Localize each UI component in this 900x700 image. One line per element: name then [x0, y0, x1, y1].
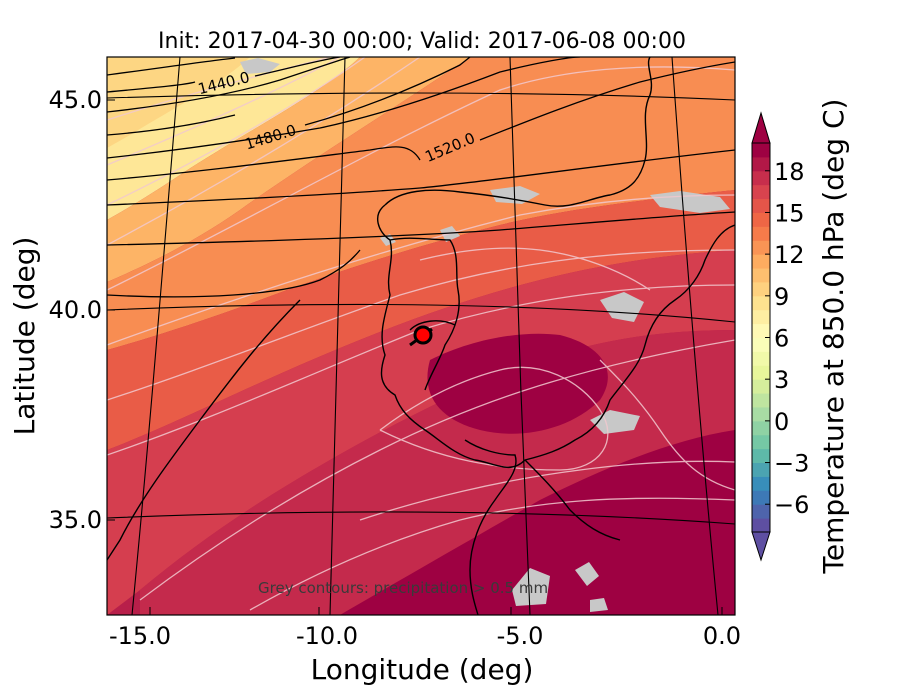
colorbar-segment — [752, 490, 770, 505]
chart-title: Init: 2017-04-30 00:00; Valid: 2017-06-0… — [158, 29, 686, 54]
colorbar-tick-label: 12 — [774, 241, 805, 269]
temperature-contours — [107, 57, 735, 611]
colorbar-tick-label: 6 — [774, 325, 789, 353]
colorbar-segment — [752, 434, 770, 450]
colorbar-segment — [752, 254, 770, 269]
colorbar-segment — [752, 295, 770, 311]
colorbar: 18 15 12 9 6 3 0 −3 −6 — [751, 111, 809, 562]
x-tick-label: -10.0 — [296, 622, 358, 650]
colorbar-segment — [752, 504, 770, 519]
colorbar-segment — [752, 268, 770, 283]
y-axis: 45.0 40.0 35.0 Latitude (deg) — [8, 86, 115, 534]
y-axis-label: Latitude (deg) — [8, 237, 41, 436]
temperature-band-13 — [107, 57, 735, 350]
colorbar-segment — [752, 170, 770, 186]
colorbar-segment — [752, 448, 770, 464]
geopotential-contours — [107, 57, 735, 298]
colorbar-tick-label: −6 — [774, 491, 809, 519]
colorbar-segment — [752, 406, 770, 422]
colorbar-segment — [752, 393, 770, 408]
colorbar-segment — [752, 240, 770, 255]
temperature-band-15 — [107, 190, 735, 450]
map-panel: 1440.0 1480.0 1520.0 Grey contours: prec… — [107, 57, 735, 615]
precipitation-areas — [240, 58, 730, 612]
colorbar-label: Temperature at 850.0 hPa (deg C) — [817, 99, 850, 575]
colorbar-segment — [752, 351, 770, 366]
colorbar-segment — [752, 518, 770, 533]
y-tick-label: 40.0 — [49, 296, 102, 324]
graticule — [107, 57, 735, 615]
colorbar-segment — [752, 309, 770, 325]
map-frame — [106, 56, 736, 616]
colorbar-segment — [752, 212, 770, 227]
colorbar-extend-min — [751, 531, 771, 562]
colorbar-segment — [752, 156, 770, 172]
colorbar-segment — [752, 365, 770, 380]
x-axis-label: Longitude (deg) — [311, 653, 534, 686]
colorbar-tick-label: 9 — [774, 283, 789, 311]
colorbar-segment — [752, 323, 770, 338]
colorbar-tick-label: 15 — [774, 199, 805, 227]
x-tick-label: 0.0 — [703, 622, 741, 650]
x-axis: -15.0 -10.0 -5.0 0.0 Longitude (deg) — [109, 607, 741, 686]
colorbar-tick-label: 0 — [774, 408, 789, 436]
colorbar-segment — [752, 198, 770, 213]
colorbar-tick-label: 3 — [774, 366, 789, 394]
colorbar-segment — [752, 420, 770, 436]
colorbar-segment — [752, 337, 770, 352]
colorbar-segment — [752, 226, 770, 241]
location-marker — [409, 325, 433, 347]
colorbar-tick-label: −3 — [774, 450, 809, 478]
colorbar-segment — [752, 184, 770, 200]
colorbar-segment — [752, 379, 770, 394]
colorbar-segment — [752, 143, 770, 158]
x-tick-label: -5.0 — [497, 622, 544, 650]
colorbar-extend-max — [751, 111, 771, 144]
temperature-band-19b — [340, 430, 735, 615]
colorbar-tick-label: 18 — [774, 158, 805, 186]
y-tick-label: 35.0 — [49, 506, 102, 534]
precipitation-annotation: Grey contours: precipitation > 0.5 mm — [258, 579, 548, 597]
coastlines — [107, 57, 735, 615]
colorbar-segment — [752, 476, 770, 491]
colorbar-segment — [752, 462, 770, 477]
x-tick-label: -15.0 — [109, 622, 171, 650]
colorbar-segment — [752, 281, 770, 297]
y-tick-label: 45.0 — [49, 86, 102, 114]
